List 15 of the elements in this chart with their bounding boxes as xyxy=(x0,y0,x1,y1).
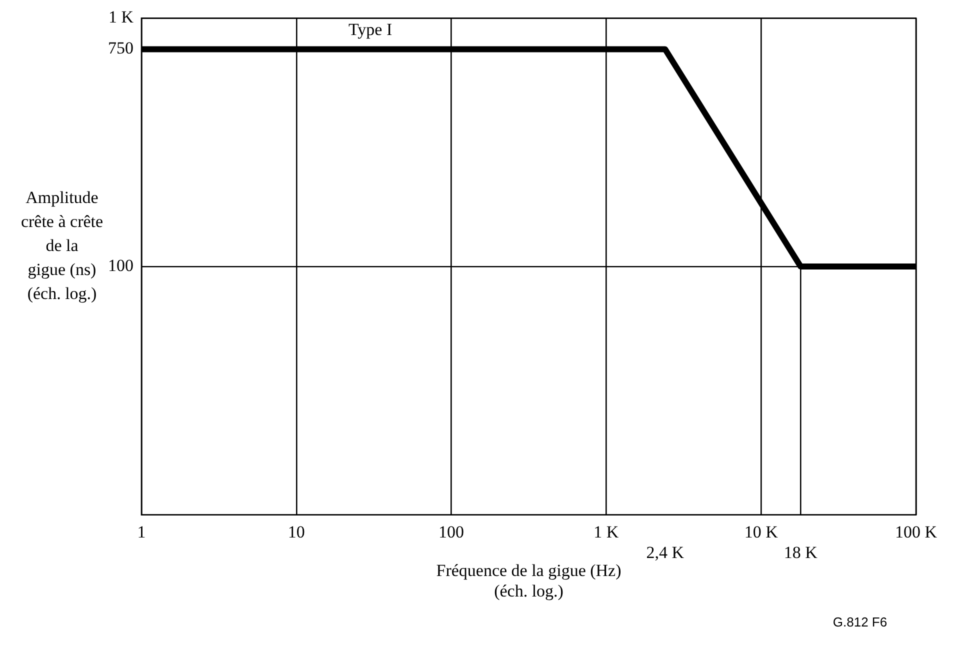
y-tick-label: 750 xyxy=(108,38,134,58)
x-tick-label: 1 xyxy=(137,522,146,542)
annotation: 18 K xyxy=(784,542,818,562)
y-tick-label: 1 K xyxy=(108,8,134,27)
x-tick-label: 10 K xyxy=(744,522,779,542)
x-tick-label: 1 K xyxy=(594,522,620,542)
annotation: Type I xyxy=(348,20,392,40)
x-axis-title: Fréquence de la gigue (Hz) (éch. log.) xyxy=(436,560,622,600)
y-tick-label: 100 xyxy=(108,256,134,275)
text: G.812 F6 xyxy=(832,614,888,630)
x-tick-label: 10 xyxy=(288,522,305,542)
y-axis-title: Amplitude crête à crête de la gigue (ns) (éch. log.) xyxy=(20,188,104,303)
x-tick-label: 100 xyxy=(438,522,464,542)
text: 2,4 K xyxy=(646,542,685,562)
x-tick-label: 100 K xyxy=(894,522,938,542)
